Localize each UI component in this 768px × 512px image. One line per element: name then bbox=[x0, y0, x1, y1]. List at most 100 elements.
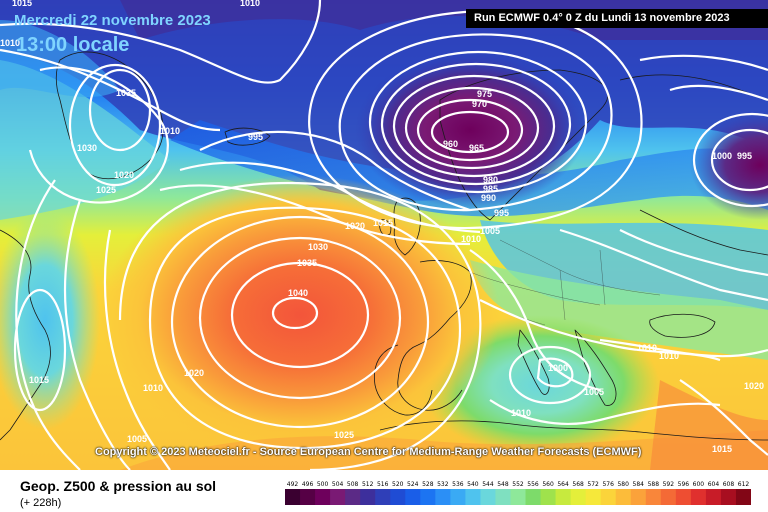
scale-tick-label: 524 bbox=[407, 481, 419, 488]
scale-tick-label: 516 bbox=[377, 481, 389, 488]
scale-color-swatch bbox=[585, 489, 602, 505]
scale-color-swatch bbox=[300, 489, 316, 505]
isobar-label: 1010 bbox=[240, 0, 260, 8]
isobars bbox=[0, 0, 768, 470]
isobar-label: 1010 bbox=[143, 383, 163, 393]
isobar-label: 1035 bbox=[116, 88, 136, 98]
scale-color-swatch bbox=[615, 489, 632, 505]
isobar-label: 1005 bbox=[127, 434, 147, 444]
scale-tick-label: 588 bbox=[648, 481, 660, 488]
scale-color-swatch bbox=[675, 489, 692, 505]
isobar-label: 1005 bbox=[584, 387, 604, 397]
scale-tick-label: 572 bbox=[587, 481, 599, 488]
scale-color-swatch bbox=[480, 489, 496, 505]
legend-title: Geop. Z500 & pression au sol bbox=[20, 478, 217, 494]
scale-color-swatch bbox=[555, 489, 572, 505]
isobar-label: 1020 bbox=[345, 221, 365, 231]
scale-color-swatch bbox=[630, 489, 647, 505]
isobar-label: 1015 bbox=[373, 218, 393, 228]
scale-tick-label: 564 bbox=[557, 481, 569, 488]
isobar-label: 1015 bbox=[12, 0, 32, 8]
legend-panel: Geop. Z500 & pression au sol (+ 228h) 49… bbox=[0, 470, 768, 512]
scale-tick-label: 528 bbox=[422, 481, 434, 488]
forecast-date: Mercredi 22 novembre 2023 bbox=[14, 12, 211, 29]
isobar-label: 1010 bbox=[461, 234, 481, 244]
isobar-label: 960 bbox=[443, 139, 458, 149]
scale-tick-label: 492 bbox=[287, 481, 299, 488]
scale-tick-label: 500 bbox=[317, 481, 329, 488]
copyright-notice: Copyright © 2023 Meteociel.fr - Source E… bbox=[95, 446, 642, 458]
scale-color-swatch bbox=[495, 489, 511, 505]
scale-color-swatch bbox=[435, 489, 451, 505]
scale-tick-label: 512 bbox=[362, 481, 374, 488]
isobar-label: 1030 bbox=[308, 242, 328, 252]
isobar-label: 1010 bbox=[659, 351, 679, 361]
isobar-label: 1020 bbox=[184, 368, 204, 378]
isobar-label: 1010 bbox=[511, 408, 531, 418]
isobar-label: 1005 bbox=[480, 226, 500, 236]
scale-tick-label: 552 bbox=[512, 481, 524, 488]
scale-tick-label: 540 bbox=[467, 481, 479, 488]
isobar-label: 1015 bbox=[29, 375, 49, 385]
scale-tick-label: 584 bbox=[633, 481, 645, 488]
isobar-labels: 1010 1015 1010 1035 1010 1030 1020 1025 995 97597… bbox=[0, 0, 764, 454]
isobar-label: 1025 bbox=[96, 185, 116, 195]
isobar-label: 1010 bbox=[0, 38, 20, 48]
isobar-label: 1010 bbox=[637, 343, 657, 353]
scale-color-swatch bbox=[645, 489, 662, 505]
legend-subtitle: (+ 228h) bbox=[20, 497, 62, 509]
isobar-label: 1025 bbox=[334, 430, 354, 440]
scale-tick-label: 548 bbox=[497, 481, 509, 488]
scale-color-swatch bbox=[450, 489, 466, 505]
scale-color-swatch bbox=[360, 489, 376, 505]
scale-tick-label: 532 bbox=[437, 481, 449, 488]
isobar-label: 1040 bbox=[288, 288, 308, 298]
isobar-label: 995 bbox=[737, 151, 752, 161]
scale-color-swatch bbox=[660, 489, 677, 505]
color-scale: 492 496 500 504 508 512 516 520 524 528 532 536 540 5… bbox=[285, 481, 751, 505]
scale-color-swatch bbox=[330, 489, 346, 505]
scale-tick-label: 560 bbox=[542, 481, 554, 488]
isobar-label: 1020 bbox=[114, 170, 134, 180]
weather-map: 1010 1015 1010 1035 1010 1030 1020 1025 995 97597… bbox=[0, 0, 768, 470]
isobar-label: 1020 bbox=[744, 381, 764, 391]
isobar-label: 995 bbox=[494, 208, 509, 218]
isobar-label: 1030 bbox=[77, 143, 97, 153]
scale-color-swatch bbox=[420, 489, 436, 505]
scale-tick-label: 596 bbox=[678, 481, 690, 488]
isobar-label: 990 bbox=[481, 193, 496, 203]
scale-color-swatch bbox=[465, 489, 481, 505]
scale-color-swatch bbox=[735, 489, 751, 505]
scale-tick-label: 496 bbox=[302, 481, 314, 488]
scale-color-swatch bbox=[375, 489, 391, 505]
scale-tick-label: 504 bbox=[332, 481, 344, 488]
isobar-label: 1015 bbox=[712, 444, 732, 454]
isobar-label: 985 bbox=[483, 184, 498, 194]
scale-tick-label: 536 bbox=[452, 481, 464, 488]
scale-tick-label: 608 bbox=[723, 481, 735, 488]
scale-tick-label: 604 bbox=[708, 481, 720, 488]
forecast-local-time: 13:00 locale bbox=[16, 34, 130, 56]
isobar-label: 975 bbox=[477, 89, 492, 99]
scale-tick-label: 576 bbox=[602, 481, 614, 488]
scale-color-swatch bbox=[720, 489, 737, 505]
scale-tick-label: 600 bbox=[693, 481, 705, 488]
scale-color-swatch bbox=[525, 489, 542, 505]
scale-tick-label: 612 bbox=[738, 481, 750, 488]
scale-tick-label: 508 bbox=[347, 481, 359, 488]
isobar-label: 1010 bbox=[160, 126, 180, 136]
run-info-banner: Run ECMWF 0.4° 0 Z du Lundi 13 novembre … bbox=[466, 9, 768, 28]
isobar-label: 1000 bbox=[712, 151, 732, 161]
scale-tick-label: 520 bbox=[392, 481, 404, 488]
isobar-label: 965 bbox=[469, 143, 484, 153]
isobar-label: 970 bbox=[472, 99, 487, 109]
scale-color-swatch bbox=[540, 489, 557, 505]
scale-tick-label: 580 bbox=[617, 481, 629, 488]
scale-color-swatch bbox=[285, 489, 301, 505]
scale-color-swatch bbox=[405, 489, 421, 505]
scale-tick-label: 568 bbox=[572, 481, 584, 488]
isobar-label: 1000 bbox=[548, 363, 568, 373]
scale-color-swatch bbox=[345, 489, 361, 505]
scale-color-swatch bbox=[600, 489, 617, 505]
